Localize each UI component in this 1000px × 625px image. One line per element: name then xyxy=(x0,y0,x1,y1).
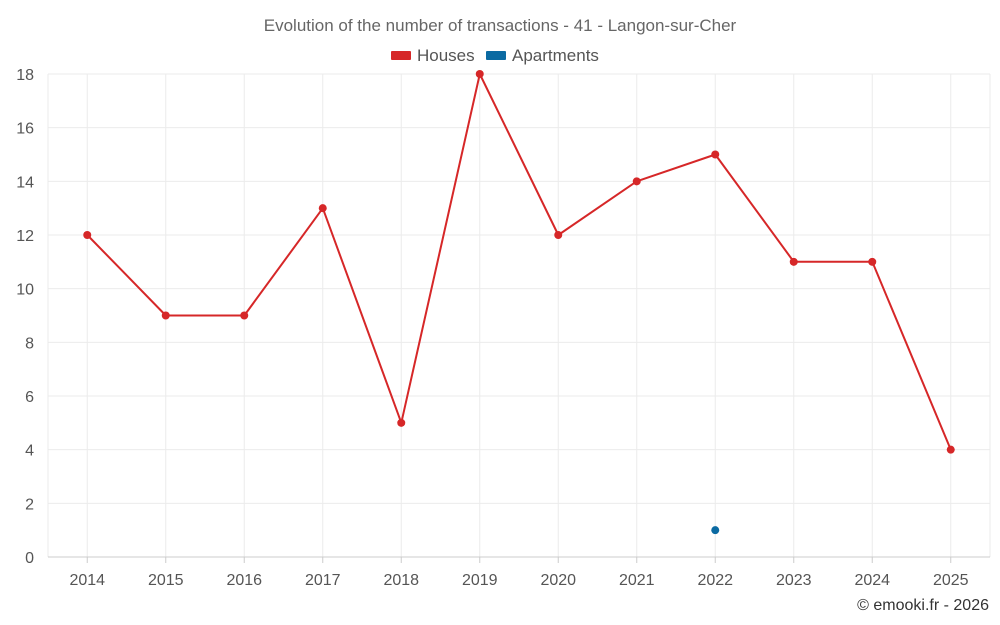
legend-label-houses: Houses xyxy=(417,46,475,65)
x-tick-label: 2019 xyxy=(462,572,498,589)
x-tick-label: 2023 xyxy=(776,572,812,589)
legend-swatch-apartments xyxy=(486,51,506,60)
data-point-houses[interactable] xyxy=(318,204,327,213)
x-tick-label: 2024 xyxy=(854,572,890,589)
y-tick-label: 12 xyxy=(16,228,34,245)
data-point-houses[interactable] xyxy=(868,257,877,266)
legend-item-apartments[interactable]: Apartments xyxy=(486,46,599,65)
credit-text: © emooki.fr - 2026 xyxy=(857,597,989,614)
data-point-houses[interactable] xyxy=(632,177,641,186)
y-tick-label: 4 xyxy=(25,443,34,460)
legend-label-apartments: Apartments xyxy=(512,46,599,65)
y-tick-label: 2 xyxy=(25,496,34,513)
x-tick-label: 2022 xyxy=(697,572,733,589)
x-tick-label: 2015 xyxy=(148,572,184,589)
y-tick-label: 8 xyxy=(25,335,34,352)
x-tick-label: 2021 xyxy=(619,572,655,589)
data-point-apartments[interactable] xyxy=(711,526,720,535)
data-point-houses[interactable] xyxy=(475,70,484,78)
x-tick-label: 2017 xyxy=(305,572,341,589)
legend: Houses Apartments xyxy=(391,46,599,65)
data-point-houses[interactable] xyxy=(397,418,406,427)
x-tick-label: 2025 xyxy=(933,572,969,589)
data-point-houses[interactable] xyxy=(161,311,170,320)
x-axis: 2014 2015 2016 2017 2018 2019 2020 2021 2022 2023… xyxy=(48,556,990,589)
y-axis: 0 2 4 6 8 10 12 14 16 18 xyxy=(16,67,34,567)
x-tick-label: 2014 xyxy=(69,572,105,589)
y-tick-label: 18 xyxy=(16,67,34,84)
x-tick-label: 2016 xyxy=(226,572,262,589)
x-tick-label: 2020 xyxy=(540,572,576,589)
data-point-houses[interactable] xyxy=(946,445,955,454)
data-point-houses[interactable] xyxy=(83,231,92,239)
data-point-houses[interactable] xyxy=(711,150,720,159)
y-tick-label: 10 xyxy=(16,282,34,299)
series-line-houses xyxy=(86,73,952,451)
y-tick-label: 16 xyxy=(16,121,34,138)
plot-area xyxy=(83,70,955,535)
chart-title: Evolution of the number of transactions … xyxy=(264,16,737,35)
data-point-houses[interactable] xyxy=(240,311,249,320)
y-tick-label: 6 xyxy=(25,389,34,406)
data-point-houses[interactable] xyxy=(554,231,563,239)
y-tick-label: 14 xyxy=(16,174,34,191)
x-tick-label: 2018 xyxy=(383,572,419,589)
data-point-houses[interactable] xyxy=(789,257,798,266)
legend-swatch-houses xyxy=(391,51,411,60)
y-tick-label: 0 xyxy=(25,550,34,567)
legend-item-houses[interactable]: Houses xyxy=(391,46,475,65)
